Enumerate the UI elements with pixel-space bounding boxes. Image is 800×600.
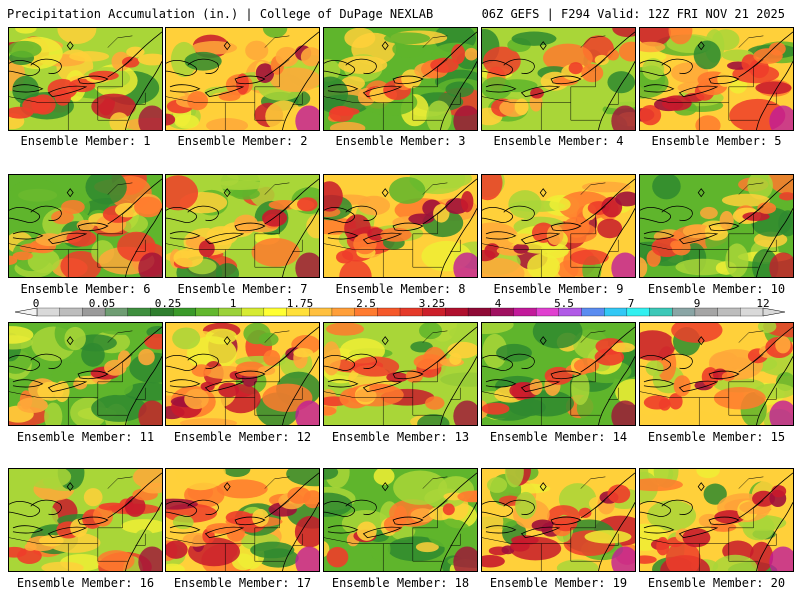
ensemble-member-map-1 — [8, 27, 163, 131]
ensemble-member-map-8 — [323, 174, 478, 278]
ensemble-member-label: Ensemble Member: 1 — [20, 134, 151, 148]
ensemble-member-map-9 — [481, 174, 636, 278]
colorbar-tick-label: 2.5 — [356, 297, 376, 310]
ensemble-member-label: Ensemble Member: 6 — [20, 282, 151, 296]
precip-map-graphic — [9, 323, 162, 425]
colorbar-swatch — [195, 307, 219, 317]
ensemble-member-map-18 — [323, 468, 478, 572]
precip-map-graphic — [482, 28, 635, 130]
colorbar-swatch — [59, 307, 83, 317]
ensemble-member-map-16 — [8, 468, 163, 572]
colorbar-tick-label: 1 — [229, 297, 237, 310]
ensemble-member-label: Ensemble Member: 15 — [647, 430, 786, 444]
colorbar-swatch — [581, 307, 605, 317]
precip-map-graphic — [324, 323, 477, 425]
precip-map-graphic — [324, 28, 477, 130]
ensemble-member-label: Ensemble Member: 18 — [331, 576, 470, 590]
colorbar-swatch — [445, 307, 469, 317]
colorbar-tick-label: 3.25 — [418, 297, 446, 310]
ensemble-member-label: Ensemble Member: 14 — [489, 430, 628, 444]
colorbar-swatch — [331, 307, 356, 317]
precip-colorbar — [14, 307, 786, 317]
ensemble-member-map-12 — [165, 322, 320, 426]
ensemble-member-map-11 — [8, 322, 163, 426]
ensemble-member-label: Ensemble Member: 8 — [335, 282, 466, 296]
precip-map-graphic — [166, 323, 319, 425]
colorbar-swatch — [263, 307, 288, 317]
ensemble-member-map-19 — [481, 468, 636, 572]
precip-map-graphic — [482, 175, 635, 277]
colorbar-right-arrow — [762, 307, 786, 317]
colorbar-swatch — [377, 307, 401, 317]
colorbar-swatch — [604, 307, 628, 317]
precip-map-graphic — [640, 323, 793, 425]
ensemble-member-label: Ensemble Member: 5 — [651, 134, 782, 148]
precip-map-graphic — [9, 28, 162, 130]
colorbar-tick-label: 7 — [627, 297, 635, 310]
ensemble-member-label: Ensemble Member: 13 — [331, 430, 470, 444]
colorbar-swatch — [241, 307, 265, 317]
ensemble-member-label: Ensemble Member: 3 — [335, 134, 466, 148]
ensemble-member-label: Ensemble Member: 10 — [647, 282, 786, 296]
colorbar-tick-label: 1.75 — [286, 297, 314, 310]
colorbar-swatch — [649, 307, 673, 317]
ensemble-member-map-17 — [165, 468, 320, 572]
precip-map-graphic — [640, 175, 793, 277]
model-run-info: 06Z GEFS | F294 Valid: 12Z FRI NOV 21 20… — [481, 7, 785, 21]
colorbar-swatch — [467, 307, 492, 317]
ensemble-member-map-20 — [639, 468, 794, 572]
ensemble-member-label: Ensemble Member: 9 — [493, 282, 624, 296]
colorbar-tick-label: 4 — [494, 297, 502, 310]
ensemble-member-label: Ensemble Member: 17 — [173, 576, 312, 590]
colorbar-tick-label: 12 — [756, 297, 770, 310]
colorbar-swatch — [127, 307, 151, 317]
precip-map-graphic — [324, 469, 477, 571]
ensemble-member-map-7 — [165, 174, 320, 278]
colorbar-swatch — [36, 307, 61, 317]
ensemble-member-map-3 — [323, 27, 478, 131]
colorbar-tick-label: 9 — [693, 297, 701, 310]
ensemble-member-label: Ensemble Member: 19 — [489, 576, 628, 590]
ensemble-member-label: Ensemble Member: 4 — [493, 134, 624, 148]
ensemble-member-map-14 — [481, 322, 636, 426]
ensemble-member-map-15 — [639, 322, 794, 426]
precip-map-graphic — [482, 469, 635, 571]
colorbar-swatch — [717, 307, 741, 317]
chart-title: Precipitation Accumulation (in.) | Colle… — [7, 7, 434, 21]
precip-map-graphic — [640, 28, 793, 130]
ensemble-member-label: Ensemble Member: 16 — [16, 576, 155, 590]
precip-map-graphic — [482, 323, 635, 425]
colorbar-swatch — [513, 307, 537, 317]
colorbar-swatch — [672, 307, 696, 317]
ensemble-member-label: Ensemble Member: 2 — [177, 134, 308, 148]
ensemble-member-map-2 — [165, 27, 320, 131]
ensemble-member-label: Ensemble Member: 11 — [16, 430, 155, 444]
ensemble-member-map-10 — [639, 174, 794, 278]
ensemble-member-label: Ensemble Member: 20 — [647, 576, 786, 590]
colorbar-left-arrow — [14, 307, 38, 317]
colorbar-tick-label: 0 — [32, 297, 40, 310]
ensemble-member-map-4 — [481, 27, 636, 131]
precip-map-graphic — [9, 469, 162, 571]
precip-map-graphic — [9, 175, 162, 277]
colorbar-tick-label: 5.5 — [554, 297, 574, 310]
ensemble-member-map-13 — [323, 322, 478, 426]
ensemble-member-label: Ensemble Member: 12 — [173, 430, 312, 444]
precip-map-graphic — [166, 469, 319, 571]
ensemble-member-map-5 — [639, 27, 794, 131]
ensemble-member-map-6 — [8, 174, 163, 278]
colorbar-tick-label: 0.05 — [88, 297, 116, 310]
colorbar-tick-label: 0.25 — [154, 297, 182, 310]
precip-map-graphic — [166, 175, 319, 277]
precip-map-graphic — [324, 175, 477, 277]
ensemble-member-label: Ensemble Member: 7 — [177, 282, 308, 296]
precip-map-graphic — [640, 469, 793, 571]
precip-map-graphic — [166, 28, 319, 130]
